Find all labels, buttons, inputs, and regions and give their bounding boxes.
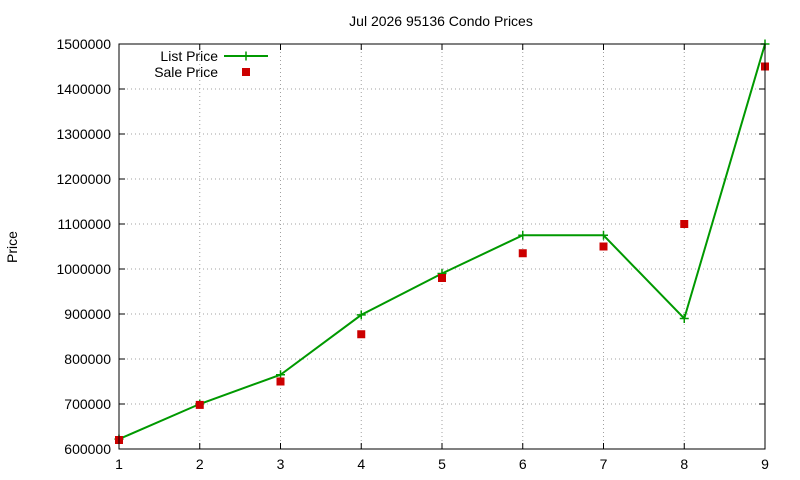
data-point-list-price [679, 314, 689, 323]
legend-marker [241, 51, 251, 61]
data-point-sale-price [195, 400, 204, 409]
y-tick-label: 1300000 [56, 126, 111, 142]
y-tick-label: 1200000 [56, 171, 111, 187]
y-axis-label: Price [4, 231, 20, 263]
plot-frame [118, 43, 766, 450]
data-point-sale-price [680, 220, 689, 228]
legend-item-list-price: List Price [160, 48, 268, 64]
legend-marker [242, 68, 250, 76]
legend-item-sale-price: Sale Price [154, 64, 250, 80]
y-tick-label: 1400000 [56, 81, 111, 97]
data-point-list-price [518, 230, 528, 240]
data-point-sale-price [276, 377, 285, 386]
y-tick-label: 1500000 [56, 36, 111, 52]
y-tick-label: 1100000 [58, 216, 112, 232]
series-line-list-price [118, 43, 766, 441]
x-tick-label: 7 [600, 456, 608, 472]
data-point-sale-price [357, 330, 366, 339]
y-tick-label: 800000 [64, 351, 111, 367]
series-sale-price [115, 62, 769, 444]
x-tick-label: 4 [357, 456, 365, 472]
data-point-sale-price [438, 274, 446, 282]
y-tick-label: 1000000 [56, 261, 111, 277]
x-tick-label: 1 [115, 456, 123, 472]
data-point-sale-price [599, 242, 608, 251]
x-tick-label: 5 [438, 456, 446, 472]
chart-title: Jul 2026 95136 Condo Prices [349, 13, 533, 29]
legend-label: Sale Price [154, 64, 218, 80]
x-tick-label: 3 [277, 456, 285, 472]
x-tick-label: 2 [196, 456, 204, 472]
y-tick-label: 900000 [64, 306, 111, 322]
y-tick-label: 600000 [64, 441, 111, 457]
y-axis-ticks: 600000 700000 800000 900000 1000000 1100000 12… [56, 36, 765, 457]
grid-lines [119, 44, 765, 449]
x-tick-label: 9 [761, 456, 769, 472]
x-tick-label: 6 [519, 456, 527, 472]
legend-label: List Price [160, 48, 218, 64]
data-point-list-price [599, 230, 608, 240]
y-tick-label: 700000 [64, 396, 111, 412]
data-point-sale-price [518, 249, 527, 258]
data-point-list-price [356, 310, 366, 320]
x-tick-label: 8 [680, 456, 688, 472]
